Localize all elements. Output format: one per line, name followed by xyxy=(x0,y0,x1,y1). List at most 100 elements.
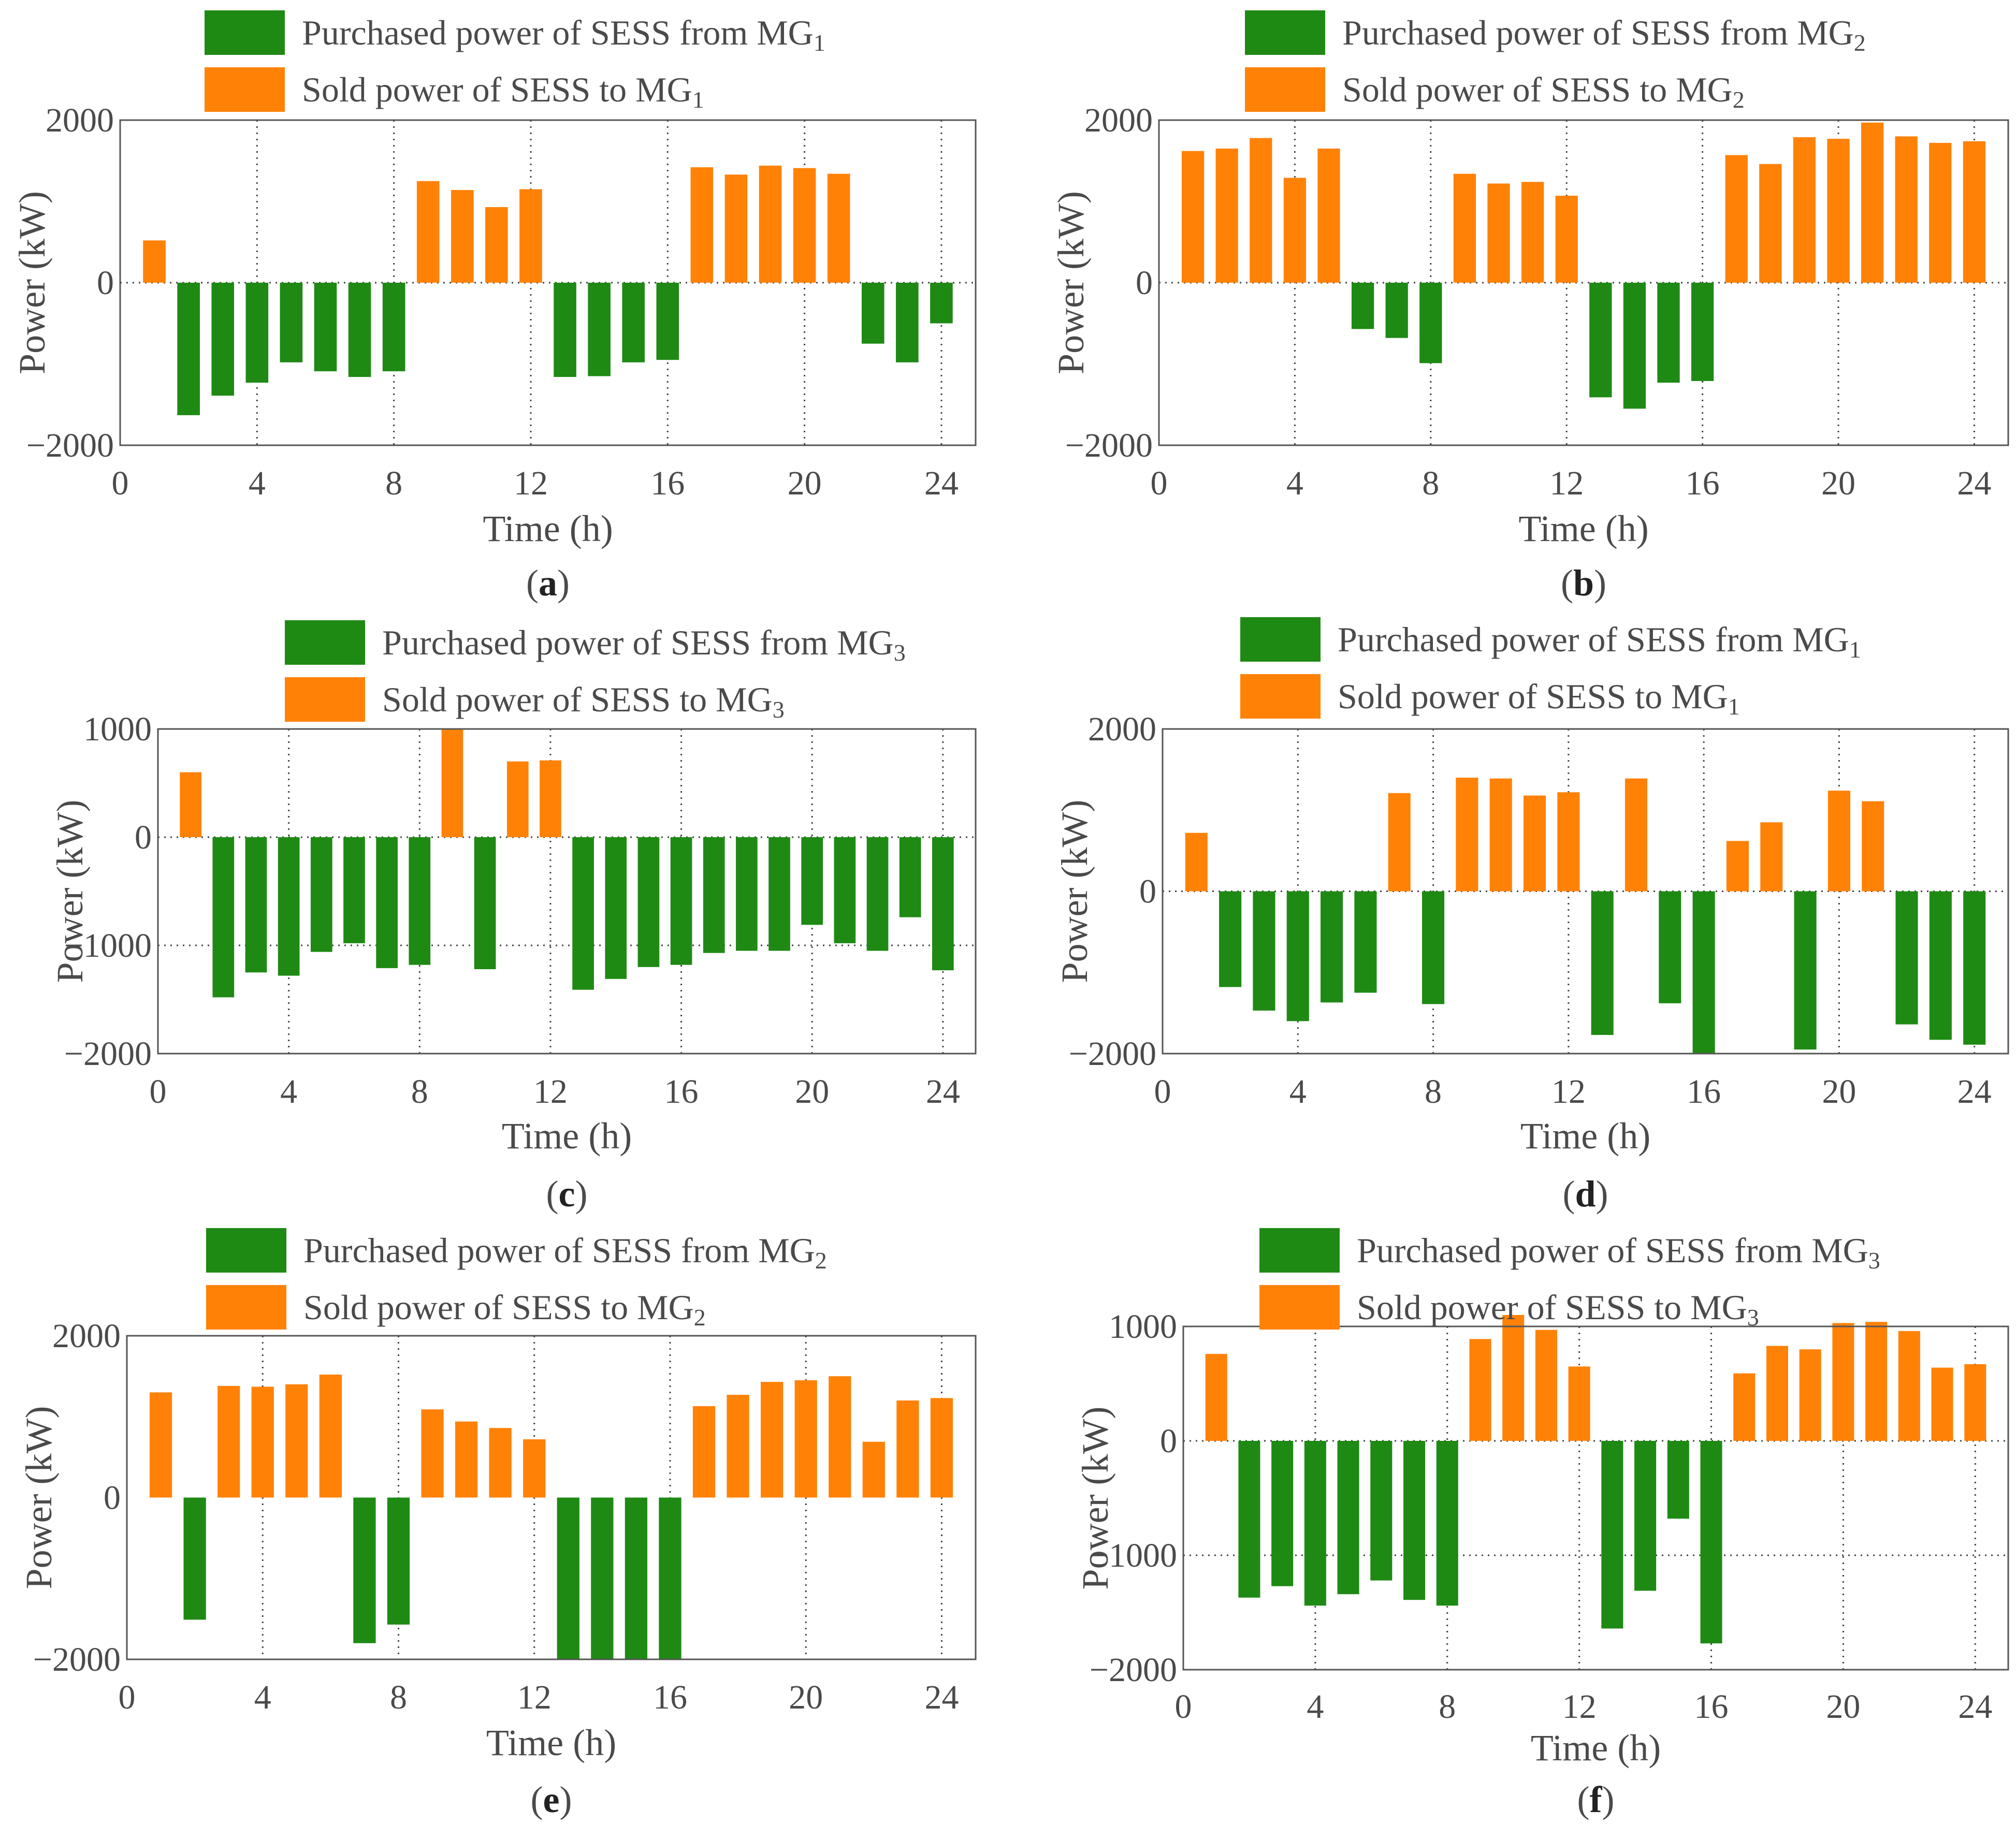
panel-f: 0 4 8 12 16 20 24 −2000 −1000 0 1000 Time (h) Power … xyxy=(1075,1228,2009,1820)
x-tick-labels: 0 4 8 12 16 20 24 xyxy=(119,1679,959,1716)
bar-sold-h9 xyxy=(416,181,440,283)
x-tick-label: 12 xyxy=(1562,1688,1597,1726)
bar-sold-h24 xyxy=(1963,141,1986,283)
y-tick-label: 2000 xyxy=(52,1317,121,1355)
bar-purchased-h14 xyxy=(1634,1441,1657,1591)
bar-sold-h17 xyxy=(692,1406,716,1498)
bar-sold-h12 xyxy=(1557,792,1580,892)
series-sold xyxy=(180,729,561,837)
legend-label-sold: Sold power of SESS to MG1 xyxy=(302,70,704,113)
bar-purchased-h13 xyxy=(554,283,576,377)
bar-sold-h21 xyxy=(1861,122,1884,283)
legend-label-purchased: Purchased power of SESS from MG1 xyxy=(302,13,825,56)
bar-purchased-h22 xyxy=(866,837,889,951)
bar-purchased-h17 xyxy=(703,837,725,953)
x-tick-label: 24 xyxy=(1957,1073,1992,1111)
bar-sold-h1 xyxy=(143,240,166,283)
x-tick-labels: 0 4 8 12 16 20 24 xyxy=(1154,1073,1992,1111)
bar-purchased-h8 xyxy=(1436,1441,1458,1606)
legend-label-sold: Sold power of SESS to MG2 xyxy=(303,1288,706,1331)
x-axis-label: Time (h) xyxy=(483,508,613,549)
x-tick-label: 0 xyxy=(150,1073,167,1111)
bar-sold-h12 xyxy=(1568,1366,1590,1441)
bar-purchased-h8 xyxy=(1422,891,1445,1004)
bar-purchased-h15 xyxy=(1667,1441,1689,1519)
legend-swatch-purchased xyxy=(1259,1228,1340,1273)
legend: Purchased power of SESS from MG2 Sold pow… xyxy=(206,1228,827,1331)
bar-sold-h10 xyxy=(455,1421,478,1498)
bar-sold-h17 xyxy=(1733,1373,1756,1441)
x-tick-label: 24 xyxy=(1958,1688,1992,1726)
bar-sold-h11 xyxy=(489,1428,512,1498)
bar-sold-h18 xyxy=(724,174,748,283)
bar-sold-h18 xyxy=(1760,822,1783,892)
bar-sold-h11 xyxy=(485,207,508,283)
legend-label-sold: Sold power of SESS to MG2 xyxy=(1342,70,1745,113)
x-tick-label: 16 xyxy=(1694,1688,1729,1726)
bar-sold-h20 xyxy=(1832,1323,1854,1441)
bar-purchased-h24 xyxy=(1963,891,1986,1045)
x-tick-labels: 0 4 8 12 16 20 24 xyxy=(150,1073,960,1111)
y-tick-label: −2000 xyxy=(1090,1651,1177,1689)
bar-purchased-h19 xyxy=(768,837,790,951)
bar-purchased-h3 xyxy=(211,283,235,396)
series-purchased xyxy=(1238,1441,1722,1644)
x-axis-label: Time (h) xyxy=(1531,1727,1661,1769)
bar-purchased-h2 xyxy=(212,837,235,998)
bar-purchased-h7 xyxy=(348,283,371,377)
legend-swatch-sold xyxy=(1240,674,1321,719)
bar-purchased-h13 xyxy=(1591,891,1614,1035)
x-tick-label: 20 xyxy=(1822,1073,1856,1111)
x-tick-label: 0 xyxy=(112,464,129,502)
x-tick-label: 4 xyxy=(1286,464,1303,502)
bar-sold-h1 xyxy=(1181,151,1205,283)
bar-sold-h11 xyxy=(1523,795,1546,892)
y-tick-labels: −2000 0 2000 xyxy=(1065,101,1153,464)
bar-sold-h1 xyxy=(1205,1354,1227,1441)
bar-sold-h23 xyxy=(1929,142,1952,283)
bar-sold-h22 xyxy=(1898,1331,1920,1441)
bar-sold-h22 xyxy=(862,1441,885,1498)
plot-frame xyxy=(1162,728,2009,1055)
bar-purchased-h8 xyxy=(409,837,431,965)
y-tick-labels: −2000 −1000 0 1000 xyxy=(64,710,152,1073)
x-tick-label: 12 xyxy=(533,1073,568,1111)
bar-purchased-h5 xyxy=(310,837,332,952)
y-tick-label: 0 xyxy=(97,264,114,302)
bar-purchased-h22 xyxy=(1895,891,1918,1025)
bar-sold-h1 xyxy=(149,1392,172,1498)
legend-label-purchased: Purchased power of SESS from MG3 xyxy=(382,623,906,666)
legend-swatch-sold xyxy=(285,677,365,722)
bar-purchased-h6 xyxy=(1370,1441,1393,1581)
bar-purchased-h8 xyxy=(387,1497,410,1625)
plot-frame xyxy=(119,119,977,446)
x-tick-label: 16 xyxy=(650,464,685,502)
x-tick-label: 12 xyxy=(1551,1073,1586,1111)
series-purchased xyxy=(177,283,953,415)
bar-sold-h19 xyxy=(1793,137,1816,283)
bar-sold-h1 xyxy=(1185,833,1208,892)
legend-swatch-purchased xyxy=(285,620,365,665)
series-sold xyxy=(143,165,850,283)
bar-sold-h17 xyxy=(1726,841,1749,892)
plot-frame xyxy=(126,1335,977,1660)
legend-swatch-sold xyxy=(206,1285,286,1330)
bar-purchased-h20 xyxy=(801,837,823,925)
legend-label-sold: Sold power of SESS to MG1 xyxy=(1338,677,1740,720)
bar-purchased-h16 xyxy=(1691,283,1714,381)
y-tick-labels: −2000 0 2000 xyxy=(1069,710,1156,1073)
panel-c: 0 4 8 12 16 20 24 −2000 −1000 0 1000 Time (h) Power … xyxy=(49,620,977,1215)
y-tick-labels: −2000 0 2000 xyxy=(33,1317,121,1679)
bar-sold-h1 xyxy=(180,772,202,837)
bar-sold-h5 xyxy=(285,1384,308,1498)
legend: Purchased power of SESS from MG3 Sold pow… xyxy=(285,620,906,723)
bar-sold-h21 xyxy=(1862,801,1884,892)
bar-purchased-h2 xyxy=(177,283,200,415)
x-tick-label: 4 xyxy=(1289,1073,1307,1111)
y-tick-label: −2000 xyxy=(1065,427,1153,464)
bar-sold-h17 xyxy=(690,167,714,283)
y-tick-label: 1000 xyxy=(1109,1308,1177,1346)
x-tick-label: 8 xyxy=(411,1073,428,1111)
panel-label: (a) xyxy=(526,562,570,604)
